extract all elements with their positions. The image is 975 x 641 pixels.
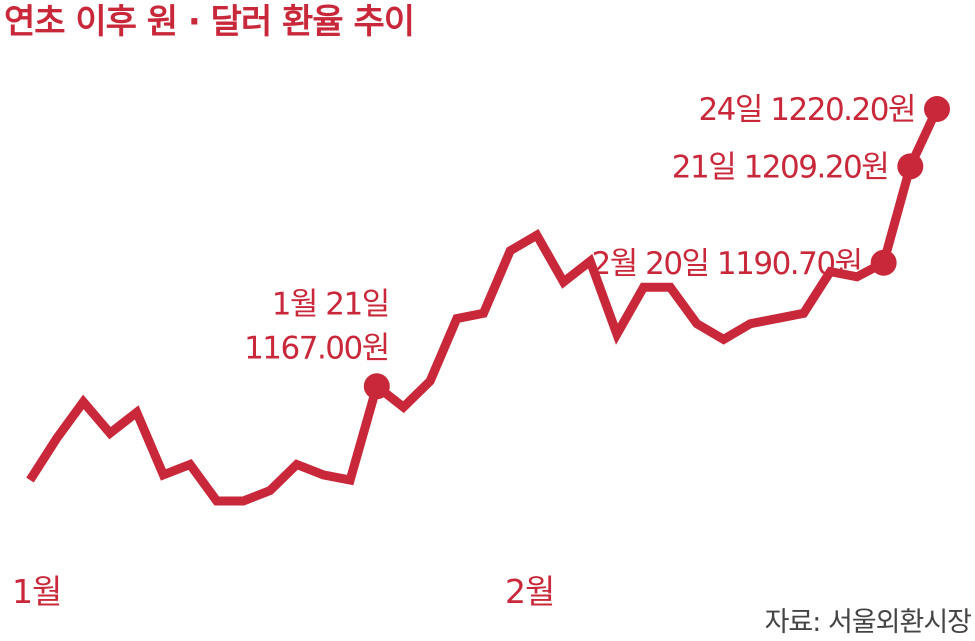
highlight-marker-0 xyxy=(363,373,390,400)
annotation-label-0: 1월 21일 1167.00원 xyxy=(244,286,389,366)
highlight-marker-3 xyxy=(924,96,950,123)
highlight-marker-1 xyxy=(870,249,897,276)
annotation-label-1: 2월 20일 1190.70원 xyxy=(592,246,862,282)
chart-title: 연초 이후 원 · 달러 환율 추이 xyxy=(4,2,415,42)
highlight-marker-2 xyxy=(897,153,924,180)
exchange-rate-series-line xyxy=(26,107,942,506)
annotation-label-3: 24일 1220.20원 xyxy=(698,92,915,128)
annotation-label-2: 21일 1209.20원 xyxy=(672,149,889,185)
annotation-label-0-line-0: 1월 21일 xyxy=(272,286,389,322)
source-note: 자료: 서울외환시장 xyxy=(765,607,972,638)
x-tick-label-jan: 1월 xyxy=(12,572,61,611)
x-tick-label-feb: 2월 xyxy=(505,572,554,611)
annotation-label-0-line-1: 1167.00원 xyxy=(244,330,389,366)
